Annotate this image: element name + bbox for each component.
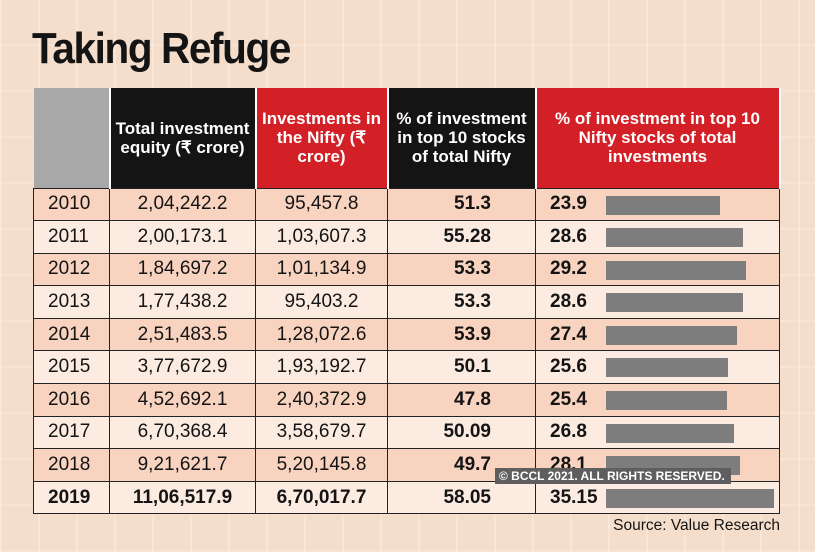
cell-year: 2012 (33, 252, 110, 286)
header-pct-top10-nifty: % of investment in top 10 stocks of tota… (387, 88, 537, 188)
cell-year: 2010 (33, 187, 110, 221)
header-pct-top10-total: % of investment in top 10 Nifty stocks o… (535, 88, 781, 188)
cell-pct-top10-nifty: 53.3 (387, 252, 536, 286)
cell-pct-top10-nifty: 55.28 (387, 220, 536, 254)
bar-value-label: 29.2 (550, 258, 587, 280)
bar (606, 391, 727, 411)
table-row: 2013 1,77,438.2 95,403.2 53.3 28.6 (33, 285, 780, 319)
cell-pct-top10-total: 26.8 (535, 415, 780, 449)
cell-total-investment: 2,04,242.2 (109, 187, 256, 221)
cell-nifty-investment: 1,01,134.9 (255, 252, 388, 286)
table-row: 2015 3,77,672.9 1,93,192.7 50.1 25.6 (33, 350, 780, 384)
page-title: Taking Refuge (32, 24, 291, 73)
bar (606, 228, 743, 248)
cell-nifty-investment: 3,58,679.7 (255, 415, 388, 449)
cell-year: 2014 (33, 317, 110, 351)
cell-pct-top10-nifty: 53.3 (387, 285, 536, 319)
header-year (33, 88, 111, 188)
cell-total-investment: 6,70,368.4 (109, 415, 256, 449)
cell-pct-top10-nifty: 53.9 (387, 317, 536, 351)
header-nifty-investment: Investments in the Nifty (₹ crore) (255, 88, 389, 188)
bar-value-label: 23.9 (550, 193, 587, 215)
cell-year: 2018 (33, 448, 110, 482)
table-body: 2010 2,04,242.2 95,457.8 51.3 23.9 2011 2,00,1… (33, 187, 780, 515)
cell-total-investment: 3,77,672.9 (109, 350, 256, 384)
table-row: 2011 2,00,173.1 1,03,607.3 55.28 28.6 (33, 220, 780, 254)
cell-pct-top10-nifty: 58.05 (387, 480, 536, 515)
cell-pct-top10-total: 25.6 (535, 350, 780, 384)
cell-pct-top10-nifty: 47.8 (387, 383, 536, 417)
cell-pct-top10-total: 35.15 (535, 480, 780, 515)
bar (606, 423, 734, 443)
cell-total-investment: 2,00,173.1 (109, 220, 256, 254)
cell-nifty-investment: 1,03,607.3 (255, 220, 388, 254)
copyright-notice: © BCCL 2021. ALL RIGHTS RESERVED. (495, 468, 731, 484)
cell-year: 2015 (33, 350, 110, 384)
bar-value-label: 25.6 (550, 356, 587, 378)
cell-total-investment: 2,51,483.5 (109, 317, 256, 351)
cell-nifty-investment: 1,93,192.7 (255, 350, 388, 384)
table-row: 2012 1,84,697.2 1,01,134.9 53.3 29.2 (33, 252, 780, 286)
cell-pct-top10-nifty: 50.1 (387, 350, 536, 384)
cell-total-investment: 1,84,697.2 (109, 252, 256, 286)
source-note: Source: Value Research (613, 517, 780, 534)
bar-value-label: 25.4 (550, 388, 587, 410)
cell-total-investment: 11,06,517.9 (109, 480, 256, 515)
cell-year: 2011 (33, 220, 110, 254)
cell-nifty-investment: 2,40,372.9 (255, 383, 388, 417)
header-total-investment: Total investment equity (₹ crore) (109, 88, 257, 188)
cell-pct-top10-total: 28.6 (535, 220, 780, 254)
table-row: 2014 2,51,483.5 1,28,072.6 53.9 27.4 (33, 317, 780, 351)
cell-nifty-investment: 5,20,145.8 (255, 448, 388, 482)
cell-pct-top10-total: 27.4 (535, 317, 780, 351)
bar (606, 195, 720, 215)
bar (606, 488, 774, 508)
cell-year: 2013 (33, 285, 110, 319)
cell-pct-top10-total: 28.6 (535, 285, 780, 319)
cell-pct-top10-total: 25.4 (535, 383, 780, 417)
header-row: Total investment equity (₹ crore) Invest… (33, 88, 781, 188)
cell-year: 2016 (33, 383, 110, 417)
bar-value-label: 28.6 (550, 225, 587, 247)
cell-total-investment: 1,77,438.2 (109, 285, 256, 319)
cell-nifty-investment: 95,457.8 (255, 187, 388, 221)
bar-value-label: 35.15 (550, 486, 598, 508)
cell-year: 2017 (33, 415, 110, 449)
table-row: 2019 11,06,517.9 6,70,017.7 58.05 35.15 (33, 480, 780, 515)
cell-nifty-investment: 1,28,072.6 (255, 317, 388, 351)
cell-pct-top10-nifty: 51.3 (387, 187, 536, 221)
data-table: Total investment equity (₹ crore) Invest… (33, 88, 781, 515)
table-row: 2017 6,70,368.4 3,58,679.7 50.09 26.8 (33, 415, 780, 449)
bar-value-label: 27.4 (550, 323, 587, 345)
cell-total-investment: 9,21,621.7 (109, 448, 256, 482)
cell-pct-top10-nifty: 50.09 (387, 415, 536, 449)
bar-value-label: 28.6 (550, 291, 587, 313)
table-row: 2010 2,04,242.2 95,457.8 51.3 23.9 (33, 187, 780, 221)
bar (606, 358, 728, 378)
bar (606, 293, 743, 313)
bar (606, 325, 737, 345)
bar-value-label: 26.8 (550, 421, 587, 443)
cell-year: 2019 (33, 480, 110, 515)
cell-total-investment: 4,52,692.1 (109, 383, 256, 417)
cell-nifty-investment: 6,70,017.7 (255, 480, 388, 515)
cell-pct-top10-total: 23.9 (535, 187, 780, 221)
table-row: 2016 4,52,692.1 2,40,372.9 47.8 25.4 (33, 383, 780, 417)
cell-pct-top10-total: 29.2 (535, 252, 780, 286)
cell-nifty-investment: 95,403.2 (255, 285, 388, 319)
bar (606, 260, 746, 280)
